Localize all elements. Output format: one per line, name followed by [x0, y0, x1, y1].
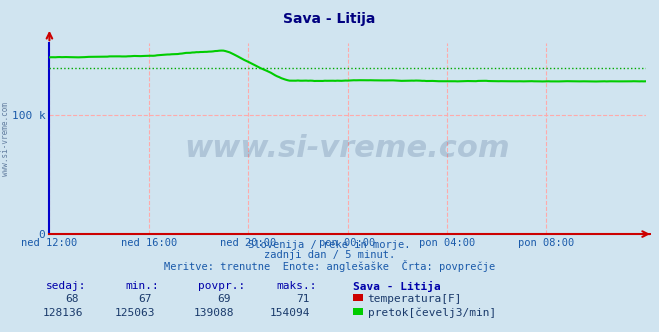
Text: 154094: 154094: [270, 308, 310, 318]
Text: 71: 71: [297, 294, 310, 304]
Text: 128136: 128136: [42, 308, 83, 318]
Text: povpr.:: povpr.:: [198, 281, 245, 290]
Text: www.si-vreme.com: www.si-vreme.com: [1, 103, 10, 176]
Text: 68: 68: [66, 294, 79, 304]
Text: Slovenija / reke in morje.: Slovenija / reke in morje.: [248, 240, 411, 250]
Text: zadnji dan / 5 minut.: zadnji dan / 5 minut.: [264, 250, 395, 260]
Text: pretok[čevelj3/min]: pretok[čevelj3/min]: [368, 308, 496, 318]
Text: 67: 67: [138, 294, 152, 304]
Text: 69: 69: [217, 294, 231, 304]
Text: Meritve: trenutne  Enote: anglešaške  Črta: povprečje: Meritve: trenutne Enote: anglešaške Črta…: [164, 260, 495, 272]
Text: www.si-vreme.com: www.si-vreme.com: [185, 134, 511, 163]
Text: Sava - Litija: Sava - Litija: [353, 281, 440, 291]
Text: 125063: 125063: [115, 308, 156, 318]
Text: temperatura[F]: temperatura[F]: [368, 294, 462, 304]
Text: sedaj:: sedaj:: [46, 281, 86, 290]
Text: Sava - Litija: Sava - Litija: [283, 12, 376, 26]
Text: min.:: min.:: [125, 281, 159, 290]
Text: 139088: 139088: [194, 308, 235, 318]
Text: maks.:: maks.:: [277, 281, 317, 290]
